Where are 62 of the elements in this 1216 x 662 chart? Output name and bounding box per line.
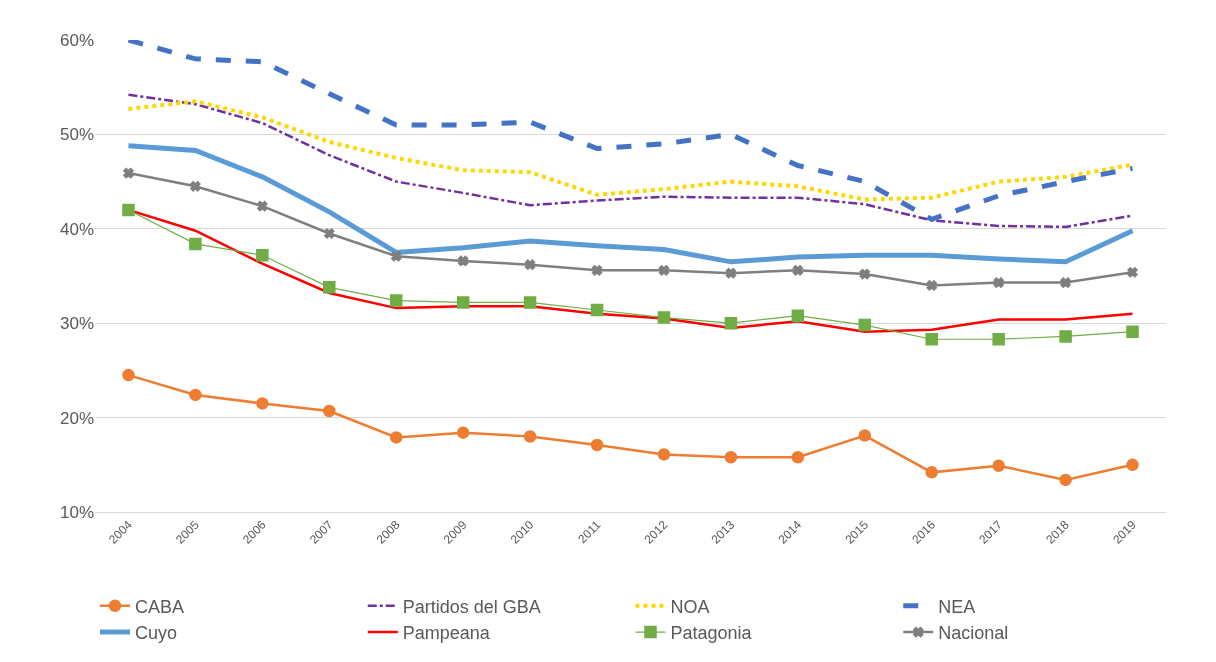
y-tick-label: 10% [59, 502, 94, 522]
y-tick-label: 30% [59, 314, 94, 334]
legend-label: Partidos del GBA [402, 596, 541, 617]
point [724, 316, 738, 330]
point [123, 167, 134, 179]
point [389, 431, 403, 444]
point [1127, 266, 1138, 278]
legend-label: NEA [938, 596, 976, 617]
legend-label: Patagonia [670, 623, 753, 644]
point [657, 311, 671, 324]
legend-label: Cuyo [135, 623, 178, 644]
y-tick-label: 40% [59, 219, 94, 239]
y-tick-label: 20% [59, 408, 94, 428]
point [256, 397, 269, 410]
point [256, 248, 269, 262]
point [189, 388, 202, 402]
point [323, 281, 336, 294]
point [523, 296, 537, 309]
point [1059, 473, 1072, 487]
point [457, 255, 469, 267]
point [190, 181, 201, 192]
point [792, 265, 804, 276]
point [992, 459, 1005, 472]
point [456, 296, 470, 309]
y-tick-label: 50% [59, 125, 94, 145]
point [992, 333, 1005, 346]
point [925, 333, 938, 346]
y-tick-label: 60% [59, 30, 94, 50]
point [323, 404, 336, 418]
point [859, 268, 871, 280]
point [189, 237, 202, 251]
point [590, 303, 604, 317]
point [590, 438, 604, 452]
legend-label: CABA [135, 596, 185, 617]
point [993, 277, 1004, 288]
point [390, 250, 402, 262]
point [1126, 325, 1139, 338]
point [1126, 458, 1139, 472]
point [257, 200, 268, 212]
point [122, 368, 135, 382]
legend-label: NOA [670, 596, 710, 617]
point [858, 318, 872, 332]
point [926, 280, 937, 291]
point [725, 267, 737, 279]
point [925, 466, 938, 479]
point [658, 265, 670, 276]
point [724, 451, 738, 464]
point [456, 426, 470, 439]
point [523, 430, 537, 443]
point [389, 294, 403, 307]
point [122, 203, 135, 217]
point [791, 451, 805, 464]
point [657, 448, 671, 461]
point [858, 429, 872, 442]
legend-label: Pampeana [402, 623, 491, 644]
legend-label: Nacional [938, 623, 1009, 644]
point [524, 259, 536, 270]
point [1060, 277, 1071, 288]
point [791, 309, 805, 322]
point [591, 265, 603, 276]
point [324, 228, 335, 239]
point [1059, 330, 1072, 343]
